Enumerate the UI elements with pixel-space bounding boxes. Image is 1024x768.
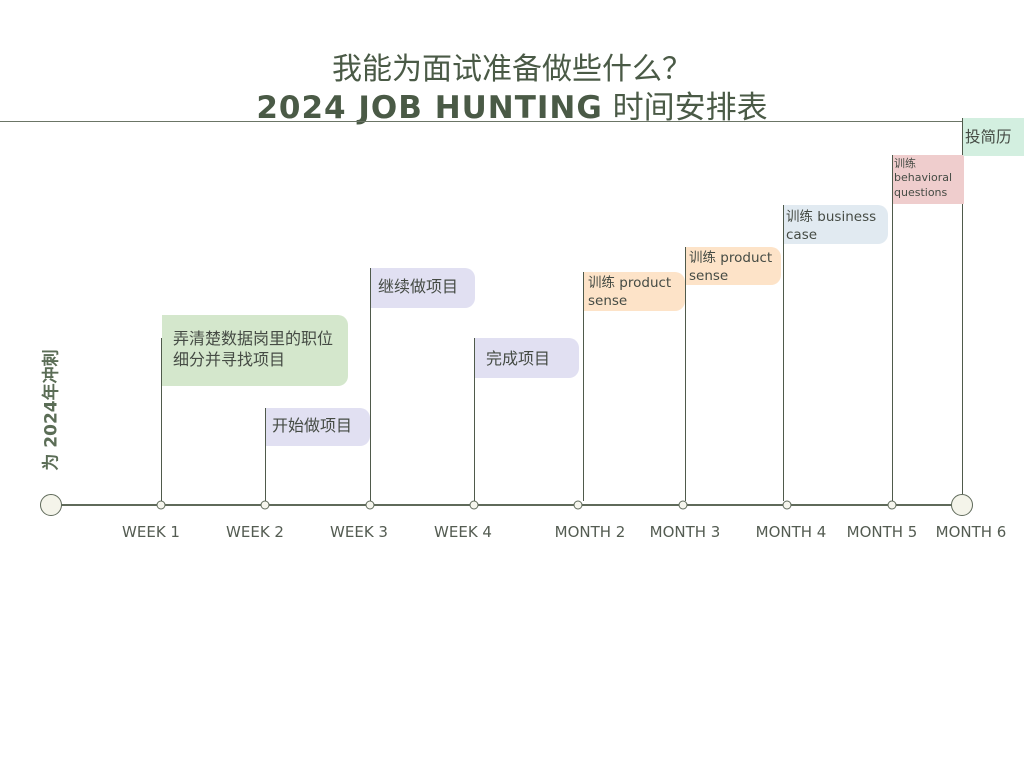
tick-label: MONTH 4 — [755, 523, 827, 541]
header-divider — [0, 121, 1024, 122]
tick-label: MONTH 6 — [935, 523, 1007, 541]
milestone-stem — [962, 118, 963, 494]
task-box-month3: 训练 product sense — [686, 247, 781, 285]
milestone-stem — [685, 247, 686, 501]
timeline-end-node — [951, 494, 973, 516]
milestone-stem — [370, 268, 371, 501]
page-title: 我能为面试准备做些什么？ — [332, 52, 692, 87]
milestone-stem — [892, 155, 893, 501]
task-box-week1: 弄清楚数据岗里的职位细分并寻找项目 — [162, 315, 348, 386]
task-box-week2: 开始做项目 — [266, 408, 370, 446]
timeline-node — [365, 500, 375, 510]
timeline-node — [260, 500, 270, 510]
side-label: 为 2024年冲刺 — [41, 349, 62, 471]
milestone-stem — [583, 272, 584, 501]
subtitle-chinese: 时间安排表 — [602, 90, 768, 126]
page-subtitle: 2024 JOB HUNTING 时间安排表 — [0, 82, 1024, 127]
timeline-node — [782, 500, 792, 510]
tick-label: MONTH 2 — [554, 523, 626, 541]
task-box-month2: 训练 product sense — [584, 272, 685, 311]
timeline-node — [573, 500, 583, 510]
timeline-node — [156, 500, 166, 510]
milestone-stem — [265, 408, 266, 501]
tick-label: WEEK 2 — [226, 523, 284, 541]
timeline-start-node — [40, 494, 62, 516]
subtitle-english: 2024 JOB HUNTING — [256, 90, 603, 126]
tick-label: WEEK 3 — [330, 523, 388, 541]
tick-label: WEEK 4 — [434, 523, 492, 541]
task-box-month6: 投简历 — [963, 118, 1024, 156]
timeline-node — [887, 500, 897, 510]
timeline-node — [678, 500, 688, 510]
tick-label: MONTH 3 — [649, 523, 721, 541]
task-box-month5: 训练 behavioral questions — [893, 155, 964, 204]
timeline-node — [469, 500, 479, 510]
milestone-stem — [474, 338, 475, 501]
task-box-week4: 完成项目 — [475, 338, 579, 378]
milestone-stem — [161, 338, 162, 501]
task-box-week3: 继续做项目 — [371, 268, 475, 308]
tick-label: WEEK 1 — [122, 523, 180, 541]
timeline-axis — [51, 504, 962, 506]
milestone-stem — [783, 205, 784, 501]
tick-label: MONTH 5 — [846, 523, 918, 541]
task-box-month4: 训练 business case — [784, 205, 888, 244]
